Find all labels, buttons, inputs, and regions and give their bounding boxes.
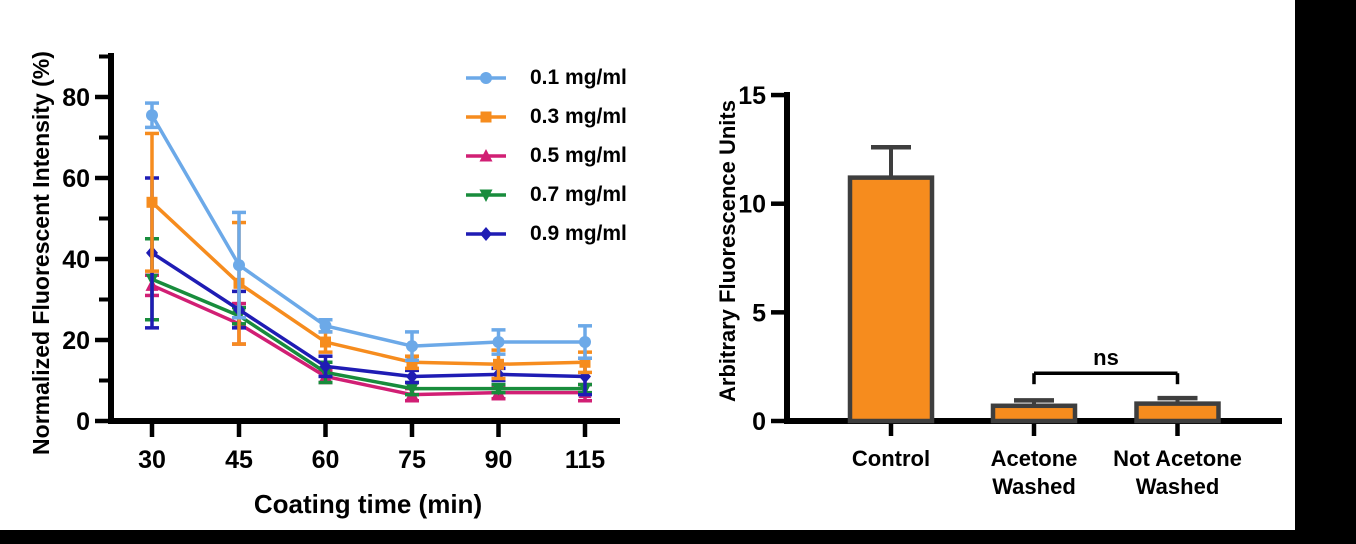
right-chart-axes: 0 5 10 15 bbox=[738, 82, 1282, 436]
bar-category-label: Acetone Washed bbox=[991, 446, 1078, 499]
left-x-axis-label: Coating time (min) bbox=[253, 489, 483, 519]
legend-item-label: 0.1 mg/ml bbox=[530, 65, 627, 89]
legend-marker-icon bbox=[466, 71, 506, 84]
left-x-tick-label: 60 bbox=[312, 446, 340, 474]
legend-marker-icon bbox=[466, 111, 506, 122]
bar bbox=[990, 403, 1078, 424]
legend-item-label: 0.7 mg/ml bbox=[530, 182, 627, 206]
right-y-tick-label: 0 bbox=[752, 408, 766, 436]
bar-category-label: Not Acetone Washed bbox=[1113, 446, 1242, 499]
left-chart-axes: 30 45 60 75 90 115 0 20 40 60 80 bbox=[62, 53, 620, 474]
legend-marker-icon bbox=[466, 189, 506, 202]
bars: Control Acetone Washed Not Acetone Washed bbox=[847, 144, 1242, 499]
right-y-tick-label: 10 bbox=[738, 191, 766, 219]
right-y-tick-label: 5 bbox=[752, 299, 766, 327]
left-y-tick-label: 20 bbox=[62, 327, 90, 355]
left-x-tick-label: 115 bbox=[565, 446, 605, 474]
ns-bracket bbox=[1032, 371, 1180, 385]
bar bbox=[1134, 401, 1221, 424]
legend-item: 0.9 mg/ml bbox=[466, 214, 627, 253]
bar bbox=[847, 175, 935, 424]
left-y-tick-label: 40 bbox=[62, 246, 90, 274]
series-line bbox=[151, 277, 585, 391]
left-y-tick-label: 80 bbox=[62, 84, 90, 112]
series-line bbox=[151, 251, 586, 379]
left-x-tick-label: 90 bbox=[485, 446, 513, 474]
legend-item-label: 0.3 mg/ml bbox=[530, 104, 627, 128]
series-line bbox=[150, 201, 586, 367]
series-0.1-mg-ml bbox=[145, 101, 592, 362]
left-y-tick-label: 0 bbox=[76, 408, 90, 436]
left-y-axis-label: Normalized Fluorescent Intensity (%) bbox=[28, 51, 54, 455]
legend-marker-icon bbox=[466, 226, 506, 241]
series-line bbox=[150, 114, 585, 348]
legend-item: 0.5 mg/ml bbox=[466, 136, 627, 175]
right-y-axis-label: Arbitrary Fluorescence Units bbox=[715, 100, 740, 402]
ns-annotation: ns bbox=[1093, 345, 1119, 370]
left-y-tick-label: 60 bbox=[62, 165, 90, 193]
right-y-tick-label: 15 bbox=[738, 82, 766, 110]
bottom-black-band bbox=[0, 530, 1356, 544]
legend: 0.1 mg/ml 0.3 mg/ml 0.5 mg/ml 0.7 mg/ml … bbox=[466, 58, 627, 253]
series-line bbox=[151, 283, 585, 397]
left-x-tick-label: 30 bbox=[138, 446, 166, 474]
legend-item: 0.7 mg/ml bbox=[466, 175, 627, 214]
legend-item: 0.1 mg/ml bbox=[466, 58, 627, 97]
legend-marker-icon bbox=[466, 148, 506, 161]
legend-item: 0.3 mg/ml bbox=[466, 97, 627, 136]
left-x-tick-label: 45 bbox=[225, 446, 253, 474]
legend-item-label: 0.9 mg/ml bbox=[530, 221, 627, 245]
legend-item-label: 0.5 mg/ml bbox=[530, 143, 627, 167]
right-black-band bbox=[1295, 0, 1356, 544]
left-x-tick-label: 75 bbox=[398, 446, 426, 474]
bar-category-label: Control bbox=[852, 446, 930, 471]
